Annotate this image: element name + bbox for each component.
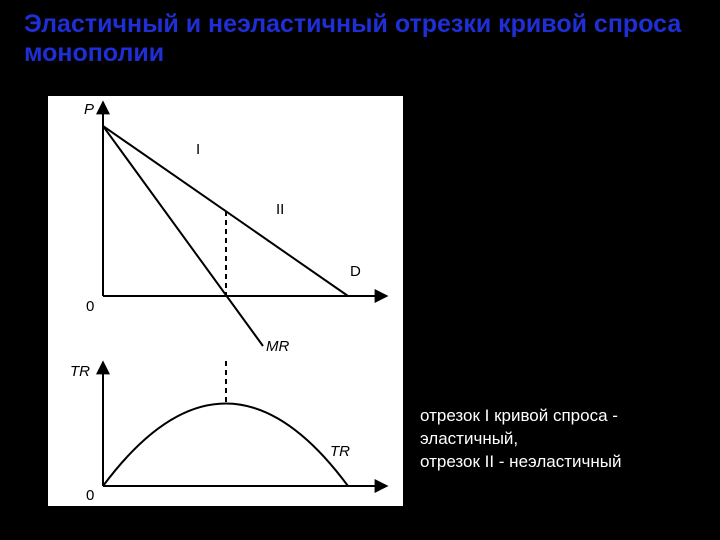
svg-text:0: 0 [86, 487, 94, 504]
svg-text:D: D [350, 263, 361, 280]
page-title: Эластичный и неэластичный отрезки кривой… [24, 10, 694, 68]
diagram-svg: P0IIIDMRTR0TR [48, 96, 403, 506]
svg-text:0: 0 [86, 298, 94, 315]
caption-line-3: отрезок II - неэластичный [420, 451, 621, 474]
economics-diagram: P0IIIDMRTR0TR [48, 96, 403, 506]
caption: отрезок I кривой спроса - эластичный, от… [420, 405, 621, 474]
svg-text:TR: TR [70, 363, 90, 380]
svg-text:P: P [84, 101, 94, 118]
svg-text:II: II [276, 201, 284, 218]
svg-text:TR: TR [330, 443, 350, 460]
svg-text:I: I [196, 141, 200, 158]
caption-line-2: эластичный, [420, 428, 621, 451]
slide: Эластичный и неэластичный отрезки кривой… [0, 0, 720, 540]
caption-line-1: отрезок I кривой спроса - [420, 405, 621, 428]
svg-text:MR: MR [266, 338, 289, 355]
